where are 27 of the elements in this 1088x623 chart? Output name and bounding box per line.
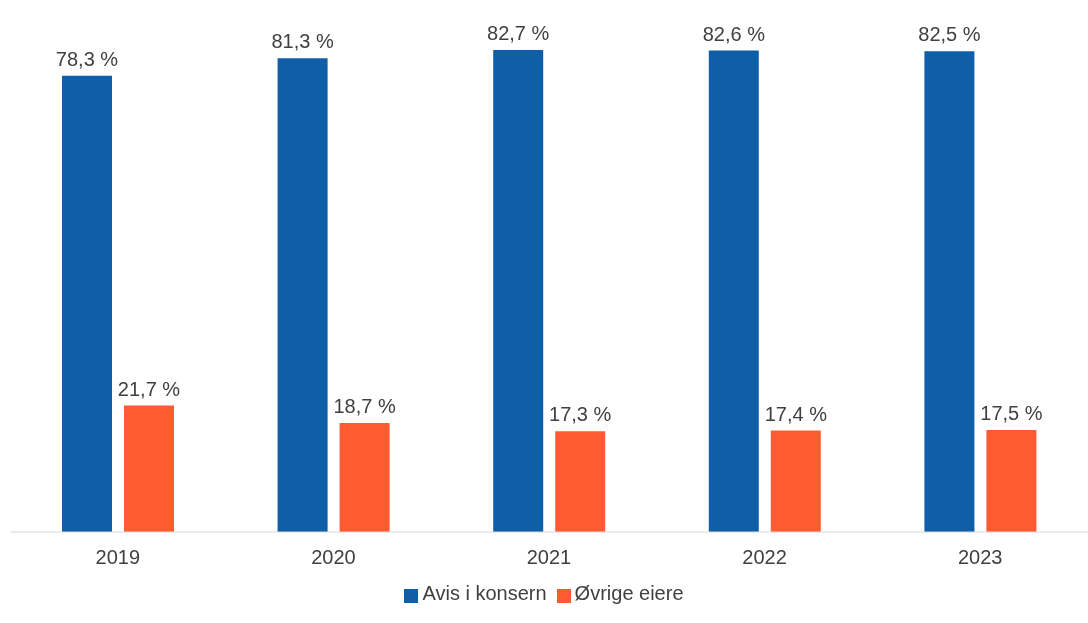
data-label: 82,5 % bbox=[918, 23, 981, 46]
data-label: 82,7 % bbox=[487, 22, 550, 44]
data-label: 18,7 % bbox=[333, 395, 396, 418]
legend-label: Avis i konsern bbox=[422, 582, 547, 604]
bar bbox=[62, 75, 112, 532]
bar bbox=[708, 50, 759, 532]
bar bbox=[124, 405, 174, 532]
legend-label: Øvrige eiere bbox=[574, 582, 684, 604]
data-label: 17,3 % bbox=[549, 403, 612, 426]
x-tick-label: 2019 bbox=[95, 546, 141, 569]
data-label: 81,3 % bbox=[271, 30, 334, 53]
bar bbox=[493, 50, 544, 532]
data-label: 17,4 % bbox=[764, 402, 828, 425]
x-tick-label: 2022 bbox=[742, 546, 787, 569]
bar bbox=[555, 431, 606, 532]
data-label: 78,3 % bbox=[55, 47, 119, 70]
data-label: 17,5 % bbox=[980, 402, 1043, 424]
x-tick-label: 2023 bbox=[957, 546, 1003, 569]
bar bbox=[277, 58, 328, 532]
x-tick-label: 2021 bbox=[526, 546, 572, 569]
data-label: 82,6 % bbox=[702, 22, 766, 45]
bar bbox=[339, 423, 390, 532]
bar bbox=[986, 430, 1037, 532]
x-tick-label: 2020 bbox=[311, 546, 356, 569]
data-label: 21,7 % bbox=[117, 377, 181, 400]
bar bbox=[924, 51, 975, 532]
bar bbox=[770, 430, 821, 532]
